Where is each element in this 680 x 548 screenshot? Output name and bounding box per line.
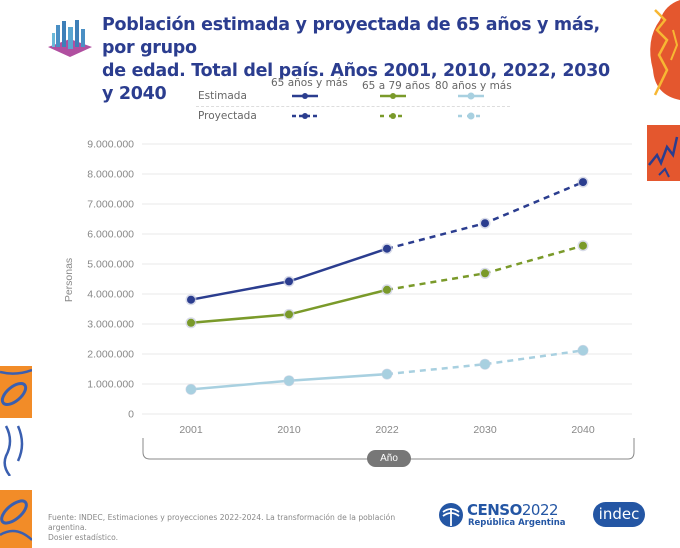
x-tick-label: 2001 xyxy=(179,424,203,436)
censo-2022-logo: CENSO2022 República Argentina xyxy=(438,501,578,532)
chart-title: Población estimada y proyectada de 65 añ… xyxy=(102,14,622,106)
indec-logo: indec xyxy=(593,502,645,527)
y-tick-label: 4.000.000 xyxy=(87,289,134,301)
y-tick-label: 7.000.000 xyxy=(87,199,134,211)
source-line2: Dosier estadístico. xyxy=(48,533,119,542)
censo-logo-year: 2022 xyxy=(521,501,559,519)
y-tick-label: 5.000.000 xyxy=(87,259,134,271)
series-line-projected-total xyxy=(386,180,584,250)
x-axis-label: Año xyxy=(367,450,411,467)
legend-header-65-79: 65 a 79 años xyxy=(362,80,431,92)
chart-title-line2: de edad. Total del país. Años 2001, 2010… xyxy=(102,61,610,104)
decorative-pattern-top-right xyxy=(650,0,680,100)
data-point-age_65_79-2001 xyxy=(187,318,195,327)
legend-swatch-80-plus-estimated xyxy=(458,92,484,100)
series-line-projected-age_65_79 xyxy=(386,244,584,292)
y-tick-label: 9.000.000 xyxy=(87,139,134,151)
chart-title-line1: Población estimada y proyectada de 65 añ… xyxy=(102,15,600,58)
y-tick-label: 2.000.000 xyxy=(87,349,134,361)
data-point-total-2022 xyxy=(383,244,391,253)
legend-divider xyxy=(196,106,510,107)
x-tick-label: 2010 xyxy=(277,424,301,436)
y-axis-label: Personas xyxy=(63,258,75,302)
legend-swatch-65-79-projected xyxy=(380,113,406,119)
censo-logo-icon xyxy=(439,503,463,527)
x-tick-label: 2022 xyxy=(375,424,399,436)
censo-logo-subtitle: República Argentina xyxy=(468,518,566,528)
y-tick-label: 6.000.000 xyxy=(87,229,134,241)
data-point-total-2010 xyxy=(285,277,293,286)
source-note: Fuente: INDEC, Estimaciones y proyeccion… xyxy=(48,513,428,543)
series-line-estimated-total xyxy=(190,247,388,301)
data-point-total-2040 xyxy=(579,178,587,187)
decorative-pattern-left-bottom xyxy=(0,490,32,548)
data-point-total-2001 xyxy=(187,295,195,304)
data-point-age_65_79-2030 xyxy=(481,269,489,278)
data-point-age_80_plus-2001 xyxy=(186,384,196,395)
legend-swatch-65-79-estimated xyxy=(380,93,406,99)
legend-swatch-total-projected xyxy=(292,113,318,119)
data-point-age_80_plus-2040 xyxy=(578,345,588,356)
censo-logo-main: CENSO xyxy=(467,501,522,519)
data-point-age_80_plus-2022 xyxy=(382,369,392,380)
decorative-pattern-left-middle xyxy=(0,366,32,476)
data-point-age_80_plus-2030 xyxy=(480,359,490,370)
legend-swatch-80-plus-projected xyxy=(458,112,484,120)
city-model-icon xyxy=(48,20,92,57)
x-tick-label: 2040 xyxy=(571,424,595,436)
legend-header-total: 65 años y más xyxy=(271,77,348,89)
y-tick-label: 8.000.000 xyxy=(87,169,134,181)
legend-row-projected: Proyectada xyxy=(198,110,257,122)
y-tick-label: 3.000.000 xyxy=(87,319,134,331)
source-line1: Fuente: INDEC, Estimaciones y proyeccion… xyxy=(48,513,396,532)
y-tick-label: 1.000.000 xyxy=(87,379,134,391)
legend-row-estimated: Estimada xyxy=(198,90,247,102)
data-point-age_65_79-2010 xyxy=(285,310,293,319)
data-point-age_65_79-2040 xyxy=(579,241,587,250)
legend-header-80-plus: 80 años y más xyxy=(435,80,512,92)
legend-swatch-total-estimated xyxy=(292,93,318,99)
decorative-pattern-right xyxy=(647,125,680,181)
data-point-age_80_plus-2010 xyxy=(284,375,294,386)
x-tick-label: 2030 xyxy=(473,424,497,436)
data-point-total-2030 xyxy=(481,219,489,228)
data-point-age_65_79-2022 xyxy=(383,285,391,294)
y-tick-label: 0 xyxy=(128,409,134,421)
